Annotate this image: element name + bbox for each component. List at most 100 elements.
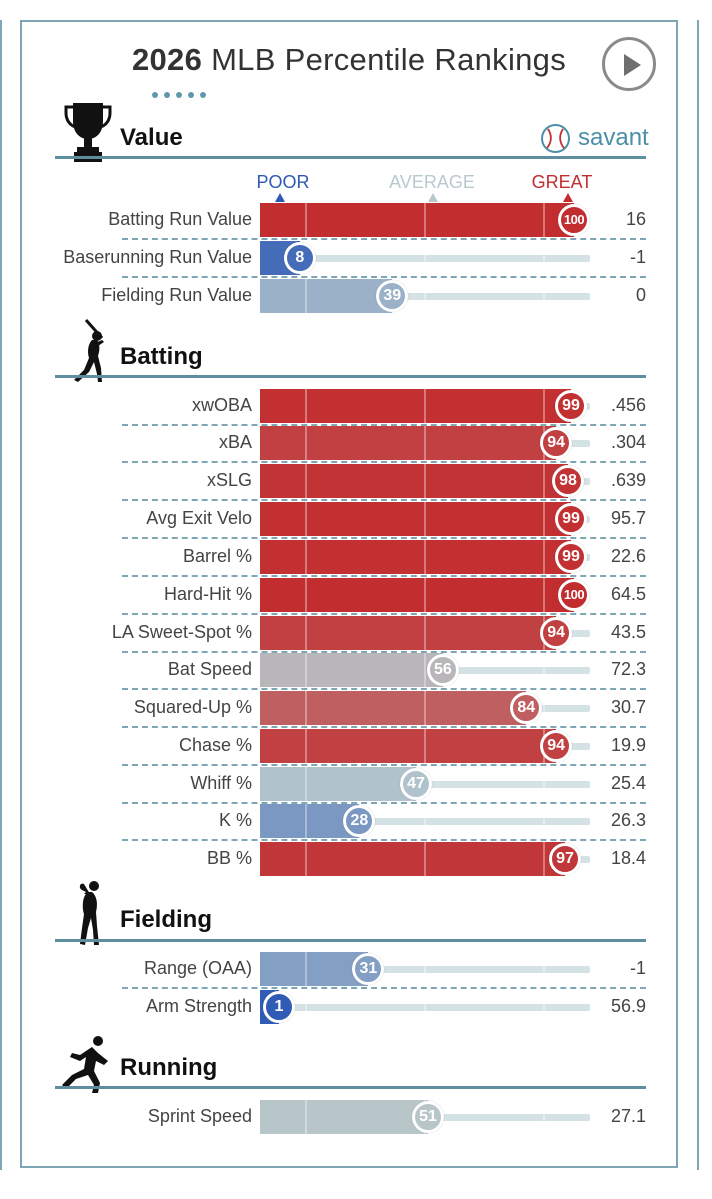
metric-value: 43.5	[610, 622, 646, 642]
metric-row[interactable]: Arm Strength 1 56.9	[0, 988, 698, 1026]
metric-row[interactable]: xwOBA 99 .456	[0, 387, 698, 426]
row-separator	[122, 802, 646, 804]
reference-line	[424, 691, 426, 725]
batter-icon	[74, 319, 104, 382]
metric-row[interactable]: xBA 94 .304	[0, 424, 698, 463]
metric-value: 30.7	[610, 697, 646, 717]
reference-line	[543, 464, 546, 498]
percentile-badge[interactable]: 1	[262, 991, 295, 1023]
percentile-bar	[260, 804, 360, 838]
page-title: 2026 MLB Percentile Rankings	[0, 42, 698, 78]
percentile-badge[interactable]: 98	[552, 465, 585, 497]
metric-label: xSLG	[206, 470, 252, 490]
row-separator	[122, 238, 646, 240]
row-separator	[122, 688, 646, 690]
metric-label: Sprint Speed	[147, 1106, 252, 1126]
reference-line	[543, 767, 546, 801]
reference-line	[424, 729, 426, 763]
reference-line	[304, 279, 307, 313]
reference-line	[424, 389, 426, 423]
metric-row[interactable]: Batting Run Value 100 16	[0, 201, 698, 240]
metric-value: 22.6	[610, 546, 646, 566]
bar-track	[260, 293, 590, 300]
percentile-badge[interactable]: 99	[555, 541, 588, 573]
percentile-badge[interactable]: 51	[411, 1101, 444, 1133]
metric-row[interactable]: Bat Speed 56 72.3	[0, 651, 698, 690]
percentile-bar	[260, 1100, 428, 1134]
reference-line	[424, 952, 426, 986]
great-marker-icon	[563, 193, 573, 202]
title-year: 2026	[131, 42, 203, 77]
percentile-badge[interactable]: 99	[555, 503, 588, 535]
metric-row[interactable]: Range (OAA) 31 -1	[0, 950, 698, 989]
left-edge-divider	[0, 20, 2, 1170]
metric-label: K %	[218, 810, 252, 830]
scale-average-label: AVERAGE	[389, 172, 475, 192]
row-separator	[122, 276, 646, 278]
metric-label: Squared-Up %	[133, 697, 252, 717]
percentile-badge[interactable]: 94	[540, 427, 573, 459]
percentile-badge[interactable]: 31	[352, 953, 385, 985]
reference-line	[304, 653, 307, 687]
percentile-badge[interactable]: 39	[376, 280, 409, 312]
play-button[interactable]	[602, 37, 656, 91]
row-separator	[122, 499, 646, 501]
row-separator	[122, 537, 646, 539]
metric-row[interactable]: xSLG 98 .639	[0, 462, 698, 501]
carousel-dots[interactable]	[152, 85, 222, 98]
metric-row[interactable]: K % 28 26.3	[0, 802, 698, 841]
section-title-batting: Batting	[120, 343, 203, 370]
metric-label: Fielding Run Value	[101, 285, 252, 305]
reference-line	[424, 578, 426, 612]
metric-value: 64.5	[610, 584, 646, 604]
bar-track	[260, 818, 590, 825]
reference-line	[304, 691, 307, 725]
average-marker-icon	[428, 193, 438, 202]
play-icon	[624, 54, 641, 76]
metric-label: BB %	[206, 848, 252, 868]
percentile-badge[interactable]: 8	[283, 242, 316, 274]
metric-row[interactable]: Avg Exit Velo 99 95.7	[0, 500, 698, 539]
percentile-badge[interactable]: 94	[540, 730, 573, 762]
metric-row[interactable]: Barrel % 99 22.6	[0, 538, 698, 577]
bar-track	[260, 1004, 590, 1011]
percentile-badge[interactable]: 99	[555, 390, 588, 422]
percentile-bar	[260, 389, 572, 423]
metric-row[interactable]: Squared-Up % 84 30.7	[0, 689, 698, 728]
metric-row[interactable]: Sprint Speed 51 27.1	[0, 1098, 698, 1136]
percentile-badge[interactable]: 47	[400, 768, 433, 800]
reference-line	[304, 804, 307, 838]
percentile-badge[interactable]: 56	[426, 654, 459, 686]
metric-row[interactable]: BB % 97 18.4	[0, 840, 698, 878]
reference-line	[304, 990, 307, 1024]
reference-line	[304, 952, 307, 986]
metric-label: Chase %	[178, 735, 252, 755]
metric-row[interactable]: Chase % 94 19.9	[0, 727, 698, 766]
percentile-badge[interactable]: 100	[558, 204, 590, 236]
metric-value: 0	[635, 285, 646, 305]
trophy-icon	[64, 103, 112, 162]
reference-line	[424, 426, 426, 460]
percentile-bar	[260, 502, 572, 536]
percentile-badge[interactable]: 100	[558, 579, 590, 611]
metric-row[interactable]: Hard-Hit % 100 64.5	[0, 576, 698, 615]
reference-line	[424, 990, 426, 1024]
right-edge-divider	[697, 20, 699, 1170]
reference-line	[543, 502, 546, 536]
percentile-badge[interactable]: 97	[549, 843, 582, 875]
metric-row[interactable]: Baserunning Run Value 8 -1	[0, 239, 698, 278]
metric-row[interactable]: Whiff % 47 25.4	[0, 765, 698, 804]
reference-line	[543, 540, 546, 574]
percentile-badge[interactable]: 84	[510, 692, 543, 724]
reference-line	[424, 203, 426, 237]
percentile-badge[interactable]: 94	[540, 617, 573, 649]
metric-label: Hard-Hit %	[163, 584, 252, 604]
section-title-value: Value	[120, 124, 183, 151]
percentile-badge[interactable]: 28	[343, 805, 376, 837]
reference-line	[424, 279, 426, 313]
reference-line	[543, 842, 546, 876]
metric-row[interactable]: LA Sweet-Spot % 94 43.5	[0, 614, 698, 653]
reference-line	[424, 842, 426, 876]
metric-row[interactable]: Fielding Run Value 39 0	[0, 277, 698, 315]
row-separator	[122, 726, 646, 728]
